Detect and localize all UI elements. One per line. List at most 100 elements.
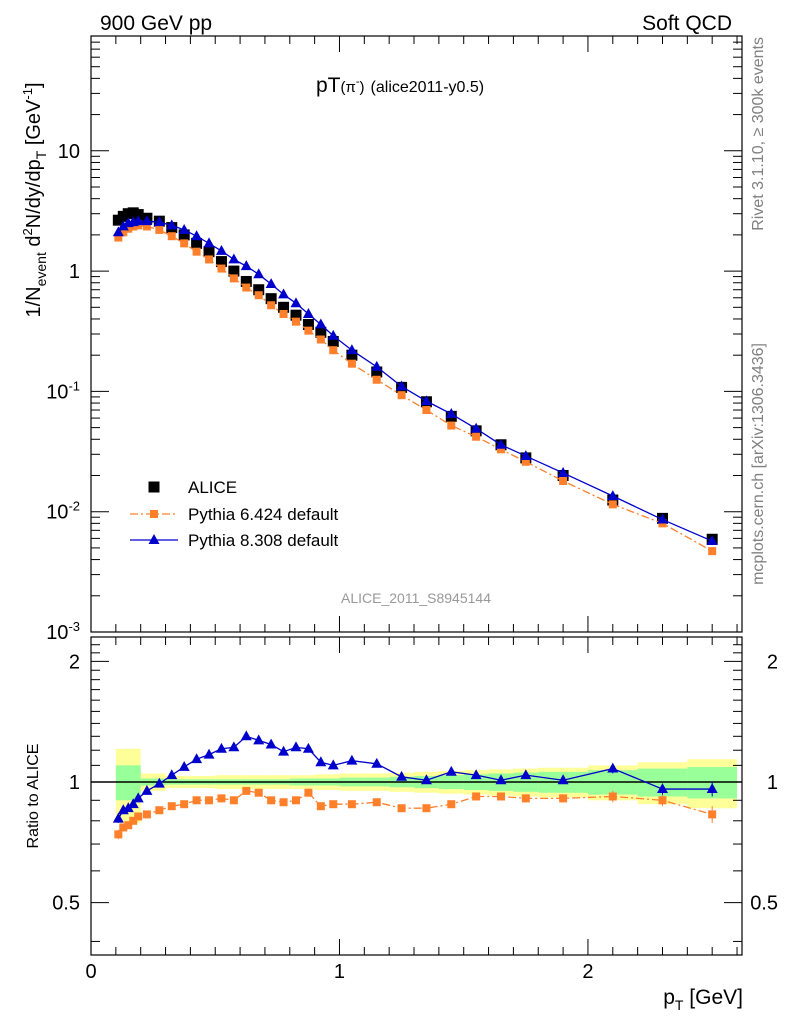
plot-title: pT(π-) (alice2011-y0.5)	[316, 74, 484, 97]
data-point-1	[254, 291, 263, 300]
bottom-y-axis-label: Ratio to ALICE	[25, 744, 42, 849]
ratio-point-1	[656, 783, 668, 794]
legend-marker-0	[148, 481, 160, 493]
data-point-1	[119, 228, 128, 237]
rivet-label: Rivet 3.1.10, ≥ 300k events	[750, 37, 767, 231]
ratio-point-0	[397, 804, 406, 813]
title-particle: (π	[341, 79, 356, 96]
data-point-2	[327, 329, 339, 340]
data-point-0	[203, 246, 215, 258]
ratio-point-1	[371, 757, 383, 768]
ratio-point-0	[304, 788, 313, 797]
data-point-0	[265, 293, 277, 305]
data-point-2	[607, 490, 619, 500]
data-point-2	[346, 344, 358, 355]
data-point-0	[371, 366, 383, 378]
y-tick-label-exp: -2	[68, 499, 80, 514]
data-point-0	[132, 209, 144, 221]
header-left-label: 900 GeV pp	[100, 12, 212, 35]
data-point-0	[327, 335, 339, 347]
y-tick-label: 1	[69, 261, 80, 283]
ylabel-part-2: d	[23, 235, 45, 252]
ratio-point-1	[141, 784, 153, 795]
data-point-2	[470, 422, 482, 433]
ratio-point-0	[708, 810, 717, 819]
data-point-2	[215, 245, 227, 255]
ratio-point-1	[315, 756, 327, 767]
data-point-0	[253, 284, 265, 296]
ratio-point-1	[290, 741, 302, 752]
y-tick-label: 10-1	[46, 378, 80, 403]
ylabel-part-4: [GeV	[23, 99, 45, 151]
ratio-point-1	[132, 792, 144, 803]
ratio-point-1	[302, 742, 314, 753]
title-tag: (alice2011-y0.5)	[371, 79, 485, 96]
ratio-point-1	[327, 759, 339, 770]
ratio-point-1	[112, 812, 124, 823]
y-tick-label: 10	[58, 141, 80, 163]
x-tick-label: 1	[334, 961, 345, 983]
ylabel-part-1: 1/N	[23, 286, 45, 317]
bottom-frame	[90, 636, 743, 956]
data-point-0	[607, 494, 619, 506]
ratio-point-1	[153, 777, 165, 788]
data-point-1	[217, 264, 226, 273]
data-point-1	[347, 359, 356, 368]
ratio-y-tick-label-left: 1	[69, 772, 80, 794]
legend-label-2: Pythia 8.308 default	[188, 531, 339, 550]
ratio-point-0	[291, 796, 300, 805]
data-point-2	[240, 260, 252, 271]
ratio-point-1	[166, 769, 178, 780]
ratio-point-1	[240, 730, 252, 741]
ratio-point-0	[658, 796, 667, 805]
title-charge: -	[356, 76, 360, 88]
ratio-point-0	[316, 802, 325, 811]
ratio-point-0	[205, 796, 214, 805]
data-point-2	[520, 450, 532, 461]
ratio-point-0	[119, 823, 128, 832]
data-point-0	[302, 318, 314, 330]
ratio-point-0	[167, 802, 176, 811]
data-point-2	[191, 230, 203, 241]
data-point-2	[253, 268, 265, 279]
data-point-2	[278, 288, 290, 299]
y-tick-label: 10-2	[46, 499, 80, 524]
ratio-y-tick-label-right: 1	[767, 772, 778, 794]
data-point-1	[205, 255, 214, 264]
x-tick-label: 0	[85, 961, 96, 983]
data-point-2	[290, 297, 302, 308]
data-point-2	[112, 226, 124, 237]
top-y-axis-label: 1/Nevent d2N/dy/dpT [GeV-1]	[20, 82, 49, 317]
data-point-2	[706, 535, 718, 546]
data-point-0	[178, 229, 190, 241]
data-point-2	[656, 513, 668, 524]
data-point-2	[420, 395, 432, 406]
data-point-2	[228, 253, 240, 264]
x-axis-label: pT [GeV]	[663, 986, 743, 1013]
ratio-point-0	[372, 798, 381, 807]
data-point-1	[167, 232, 176, 241]
title-close: )	[360, 79, 365, 96]
mcplots-label: mcplots.cern.ch [arXiv:1306.3436]	[750, 343, 767, 585]
ratio-point-0	[192, 796, 201, 805]
data-point-1	[155, 225, 164, 234]
analysis-watermark: ALICE_2011_S8945144	[341, 590, 491, 606]
ratio-y-tick-label-right: 2	[767, 651, 778, 673]
ratio-point-0	[254, 788, 263, 797]
ratio-point-1	[470, 769, 482, 780]
ratio-point-1	[253, 734, 265, 745]
ratio-point-0	[329, 800, 338, 809]
ratio-point-1	[178, 761, 190, 771]
data-point-2	[557, 466, 569, 477]
xlabel-sub-t: T	[675, 997, 684, 1013]
data-point-1	[329, 346, 338, 355]
x-tick-label: 2	[582, 961, 593, 983]
data-point-1	[267, 301, 276, 310]
data-point-2	[396, 380, 408, 391]
data-point-2	[495, 438, 507, 449]
ratio-panel	[91, 730, 742, 840]
y-tick-label-base: 10	[46, 381, 68, 403]
ratio-y-tick-label-left: 0.5	[52, 893, 80, 915]
series-line-1	[117, 224, 713, 552]
